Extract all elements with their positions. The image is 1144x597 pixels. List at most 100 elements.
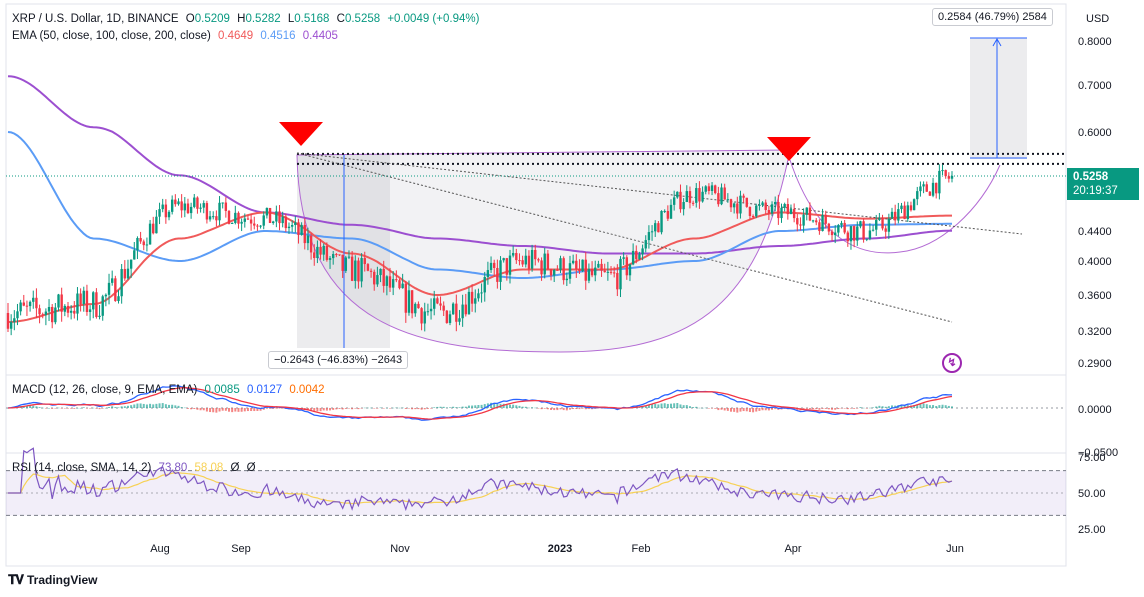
time-tick-label: Nov bbox=[390, 543, 410, 555]
macd-histogram-bar bbox=[145, 404, 148, 408]
candle-body bbox=[366, 264, 370, 271]
macd-histogram-bar bbox=[515, 405, 518, 408]
macd-histogram-bar bbox=[158, 403, 161, 408]
macd-histogram-bar bbox=[543, 408, 546, 409]
candle-body bbox=[281, 216, 284, 224]
candle-body bbox=[594, 267, 597, 276]
macd-histogram-bar bbox=[306, 408, 309, 411]
candle-body bbox=[101, 296, 104, 316]
macd-histogram-bar bbox=[884, 406, 887, 408]
candle-body bbox=[717, 193, 720, 205]
macd-histogram-bar bbox=[843, 408, 846, 409]
macd-histogram-bar bbox=[452, 406, 455, 408]
candle-body bbox=[578, 268, 581, 272]
candle-body bbox=[799, 224, 802, 226]
candle-body bbox=[856, 226, 859, 241]
candle-body bbox=[164, 204, 168, 218]
candle-body bbox=[414, 303, 417, 314]
macd-legend: MACD (12, 26, close, 9, EMA, EMA) 0.0085… bbox=[12, 383, 329, 397]
candle-body bbox=[35, 297, 38, 309]
macd-histogram-bar bbox=[720, 408, 723, 410]
candle-body bbox=[935, 182, 938, 194]
candle-body bbox=[145, 244, 149, 246]
macd-histogram-bar bbox=[85, 408, 88, 409]
price-tick-label: 0.6000 bbox=[1078, 127, 1112, 139]
candle-body bbox=[218, 202, 221, 221]
candle-body bbox=[941, 170, 944, 172]
macd-histogram-bar bbox=[711, 408, 714, 409]
candle-body bbox=[808, 207, 812, 221]
macd-histogram-bar bbox=[104, 407, 107, 409]
price-tick-label: 0.4400 bbox=[1078, 226, 1112, 238]
candle-body bbox=[616, 272, 619, 290]
price-tick-label: 0.4000 bbox=[1078, 256, 1112, 268]
candle-body bbox=[249, 219, 253, 224]
candle-body bbox=[448, 314, 452, 323]
rsi-legend-label: RSI (14, close, SMA, 14, 2) bbox=[12, 462, 152, 474]
macd-histogram-bar bbox=[556, 408, 559, 411]
macd-histogram-bar bbox=[537, 408, 540, 409]
open-label: O bbox=[185, 13, 195, 25]
candle-body bbox=[815, 220, 818, 223]
candle-body bbox=[568, 263, 572, 279]
candle-body bbox=[758, 204, 761, 206]
macd-histogram-bar bbox=[177, 405, 180, 408]
macd-histogram-bar bbox=[834, 408, 837, 410]
candle-body bbox=[474, 298, 477, 304]
candle-body bbox=[461, 304, 464, 319]
candle-body bbox=[802, 214, 805, 226]
macd-histogram-bar bbox=[891, 405, 894, 408]
macd-histogram-bar bbox=[676, 403, 679, 408]
candle-body bbox=[707, 186, 711, 191]
macd-histogram-bar bbox=[505, 404, 508, 408]
candle-body bbox=[903, 205, 906, 220]
ema-legend-label: EMA (50, close, 100, close, 200, close) bbox=[12, 30, 211, 42]
macd-histogram-bar bbox=[477, 405, 480, 408]
candle-body bbox=[382, 268, 385, 286]
tradingview-logo[interactable]: 𝐓𝐕 TradingView bbox=[8, 572, 97, 588]
candle-body bbox=[322, 245, 325, 255]
macd-histogram-bar bbox=[531, 407, 534, 408]
macd-histogram-bar bbox=[657, 404, 660, 408]
rsi-extra-1: Ø bbox=[230, 462, 240, 474]
macd-histogram-bar bbox=[793, 408, 796, 410]
macd-histogram-bar bbox=[755, 408, 758, 412]
lightning-icon[interactable]: ↯ bbox=[942, 353, 962, 373]
macd-histogram-bar bbox=[562, 408, 565, 411]
macd-histogram-bar bbox=[278, 408, 281, 409]
macd-histogram-bar bbox=[944, 405, 947, 408]
candle-body bbox=[647, 232, 651, 241]
brand-name: TradingView bbox=[27, 573, 98, 587]
close-label: C bbox=[336, 13, 345, 25]
signal-line bbox=[7, 387, 953, 420]
macd-histogram-bar bbox=[7, 408, 9, 409]
macd-histogram-bar bbox=[215, 408, 218, 413]
candle-body bbox=[385, 276, 389, 286]
candle-body bbox=[878, 218, 881, 220]
candle-body bbox=[313, 252, 316, 259]
macd-histogram-bar bbox=[824, 408, 827, 409]
candle-body bbox=[410, 290, 414, 314]
macd-histogram-bar bbox=[594, 408, 597, 409]
candle-body bbox=[897, 209, 900, 221]
macd-histogram-bar bbox=[310, 408, 313, 411]
candle-body bbox=[552, 269, 556, 276]
candle-body bbox=[796, 218, 799, 225]
candle-body bbox=[527, 255, 531, 269]
macd-histogram-bar bbox=[117, 407, 120, 408]
macd-histogram-bar bbox=[82, 407, 85, 408]
macd-histogram-bar bbox=[862, 407, 865, 409]
macd-histogram-bar bbox=[376, 408, 379, 409]
candle-body bbox=[811, 220, 815, 222]
candle-body bbox=[259, 225, 262, 227]
macd-histogram-bar bbox=[474, 405, 477, 408]
macd-histogram-bar bbox=[319, 408, 322, 412]
tv-icon: 𝐓𝐕 bbox=[8, 572, 24, 587]
price-tick-label: 0.3200 bbox=[1078, 326, 1112, 338]
macd-histogram-bar bbox=[347, 408, 350, 409]
candle-body bbox=[142, 241, 145, 246]
measure-up-arrowhead bbox=[992, 37, 1002, 47]
candle-body bbox=[265, 207, 269, 216]
candle-body bbox=[906, 205, 909, 220]
